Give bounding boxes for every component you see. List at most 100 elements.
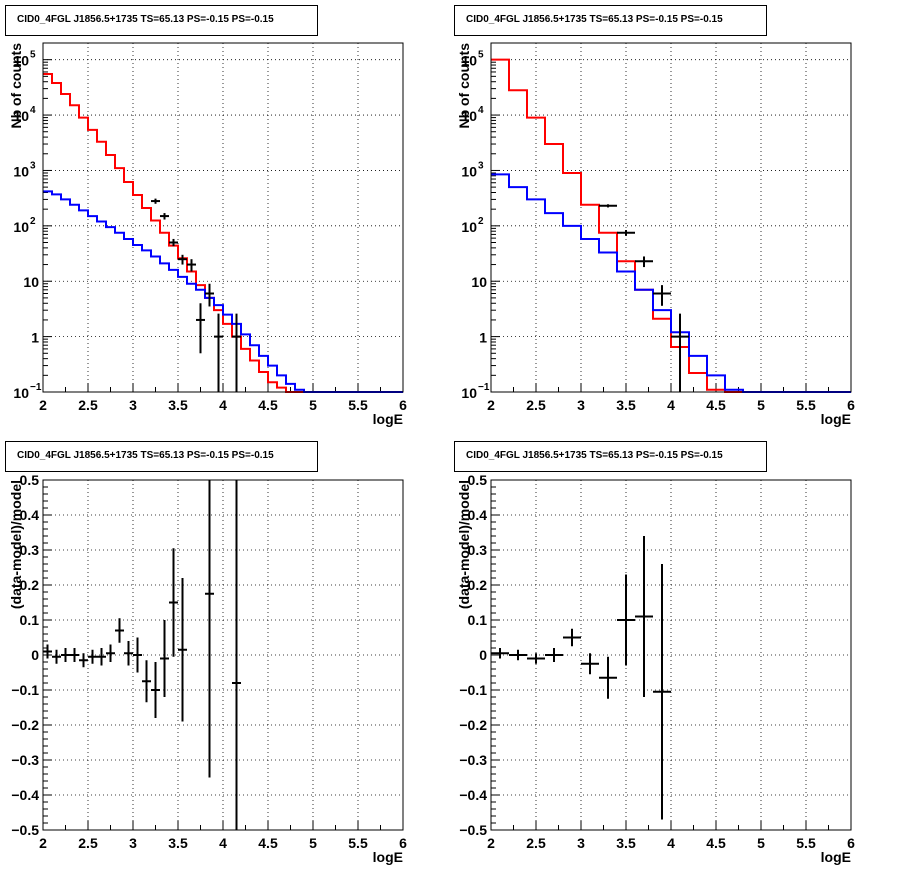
residual-point [169,548,178,657]
residual-point [61,648,70,662]
x-tick-label: 4.5 [258,835,278,851]
residual-point [653,564,671,820]
y-tick-label: 10 [461,108,477,124]
y-tick-label: 10 [23,274,39,290]
y-tick-label: −0.3 [11,752,39,768]
data-point [617,230,635,236]
residual-point [115,618,124,643]
x-tick-label: 5 [757,397,765,413]
y-tick-label: 10 [13,219,29,235]
panel-title: CID0_4FGL J1856.5+1735 TS=65.13 PS=-0.15… [466,14,723,25]
y-tick-exponent: 4 [30,105,36,116]
y-tick-label: 0.4 [20,507,40,523]
y-tick-label: 10 [461,385,477,401]
y-tick-label: −0.1 [459,682,487,698]
residual-point [160,620,169,697]
panel-1: CID0_4FGL J1856.5+1735 TS=65.13 PS=-0.15… [5,5,407,427]
y-tick-label: −0.3 [459,752,487,768]
residual-point [205,480,214,778]
y-tick-label: 1 [479,330,487,346]
x-tick-label: 3 [577,835,585,851]
x-axis-label: logE [821,849,851,865]
plot-frame [490,479,852,831]
y-tick-exponent: 5 [30,50,36,61]
x-tick-label: 2 [487,397,495,413]
y-tick-exponent: 3 [30,160,36,171]
data-point [671,313,689,392]
x-tick-label: 6 [399,835,407,851]
residual-point [106,644,115,662]
series-background [43,190,403,393]
residual-point [124,641,133,666]
x-tick-label: 3.5 [616,835,636,851]
residual-point [97,648,106,666]
residual-point [617,574,635,666]
x-tick-label: 3.5 [616,397,636,413]
x-tick-label: 3 [577,397,585,413]
y-tick-label: 10 [471,274,487,290]
x-axis-label: logE [373,849,403,865]
series-total [43,73,403,393]
y-tick-label: 1 [31,330,39,346]
y-tick-exponent: −1 [478,382,490,393]
data-point [160,213,169,220]
y-tick-label: −0.2 [11,717,39,733]
x-tick-label: 4.5 [706,397,726,413]
x-tick-label: 2.5 [526,397,546,413]
y-tick-label: −0.4 [11,787,39,803]
y-axis-label: Nb of counts [8,43,24,129]
data-point [214,313,223,392]
y-tick-label: 10 [13,385,29,401]
residual-point [527,653,545,664]
title-box [5,5,318,36]
y-tick-label: 0.4 [468,507,488,523]
residual-point [491,648,509,659]
y-tick-label: −0.2 [459,717,487,733]
plot-frame [42,42,404,393]
x-tick-label: 5.5 [796,397,816,413]
x-tick-label: 2.5 [78,397,98,413]
residual-point [509,649,527,661]
data-point [196,303,205,354]
residual-point [635,536,653,697]
x-tick-label: 4 [219,835,227,851]
y-axis-label: Nb of counts [456,43,472,129]
residual-point [88,649,97,664]
x-axis-label: logE [373,411,403,427]
residual-point [599,656,617,699]
panel-title: CID0_4FGL J1856.5+1735 TS=65.13 PS=-0.15… [17,450,274,461]
x-tick-label: 5.5 [348,835,368,851]
panel-title: CID0_4FGL J1856.5+1735 TS=65.13 PS=-0.15… [17,14,274,25]
residual-point [581,653,599,675]
plot-frame [490,42,852,393]
x-tick-label: 5 [309,397,317,413]
y-tick-label: −0.1 [11,682,39,698]
y-tick-label: 10 [13,108,29,124]
x-tick-label: 5.5 [348,397,368,413]
y-tick-label: 10 [13,53,29,69]
residual-point [232,480,241,830]
residual-point [545,648,563,662]
y-tick-label: −0.5 [459,822,487,838]
y-tick-exponent: 5 [478,50,484,61]
title-box [5,441,318,472]
x-tick-label: 5 [757,835,765,851]
residual-point [43,644,52,659]
y-tick-label: 0.3 [20,542,40,558]
data-point [178,254,187,265]
x-tick-label: 2 [39,835,47,851]
residual-point [79,653,88,668]
y-tick-exponent: 4 [478,105,484,116]
y-tick-label: 0 [479,647,487,663]
y-tick-label: 10 [461,163,477,179]
x-tick-label: 3 [129,835,137,851]
y-tick-label: −0.5 [11,822,39,838]
y-tick-exponent: 2 [478,216,484,227]
x-tick-label: 2.5 [78,835,98,851]
data-point [169,238,178,247]
x-tick-label: 4.5 [706,835,726,851]
data-point [187,259,196,272]
y-tick-label: 0.1 [20,612,40,628]
x-tick-label: 5.5 [796,835,816,851]
y-tick-exponent: 2 [30,216,36,227]
